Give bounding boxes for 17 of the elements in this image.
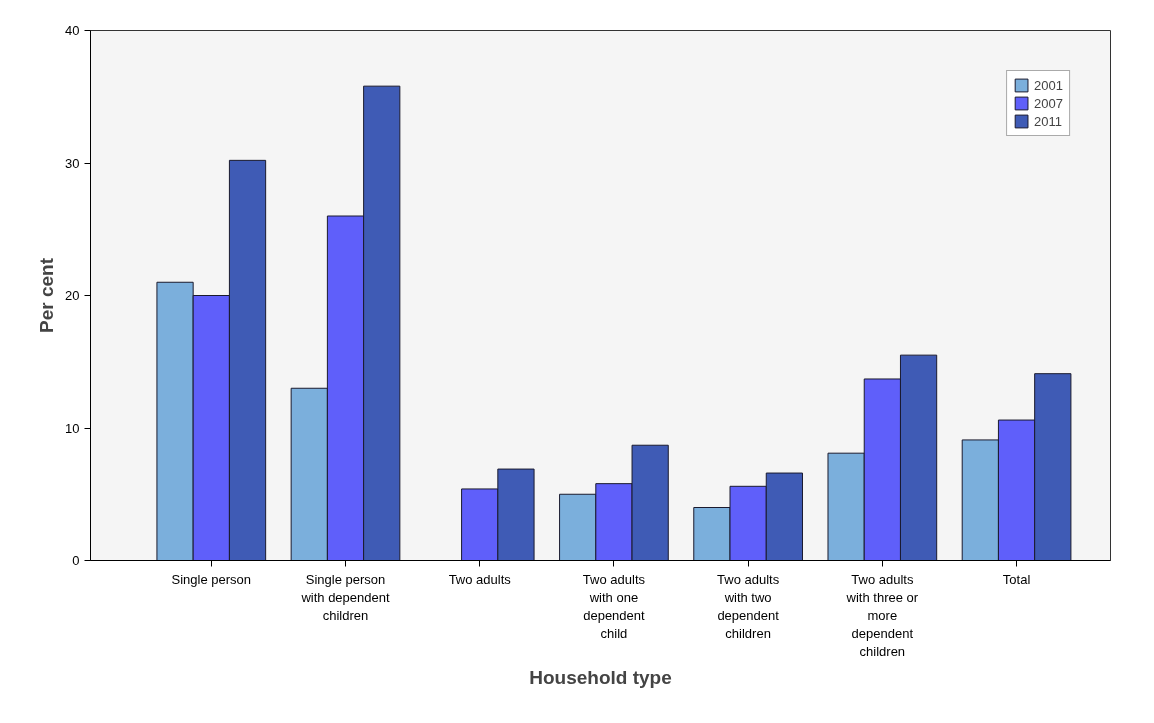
y-tick-label: 30 [65,155,80,171]
x-tick-label: Two adults [448,571,512,587]
x-tick-label: Two adults with one dependent child [582,571,646,641]
legend-label: 2001 [1034,77,1063,93]
x-tick-label: Single person [171,571,252,587]
y-tick-label: 0 [72,553,80,568]
y-axis-title: Per cent [36,257,58,333]
y-tick-label: 20 [65,288,80,303]
x-axis-title: Household type [529,666,672,688]
x-tick-label: Two adults with three or more dependent children [845,571,919,659]
x-tick-label: Total [1002,571,1031,587]
x-tick-label: Single person with dependent children [300,571,390,623]
legend-label: 2007 [1034,95,1063,111]
y-tick-label: 10 [65,420,80,436]
y-tick-label: 40 [65,23,80,38]
legend-label: 2011 [1034,113,1063,129]
x-tick-label: Two adults with two dependent children [717,571,780,641]
